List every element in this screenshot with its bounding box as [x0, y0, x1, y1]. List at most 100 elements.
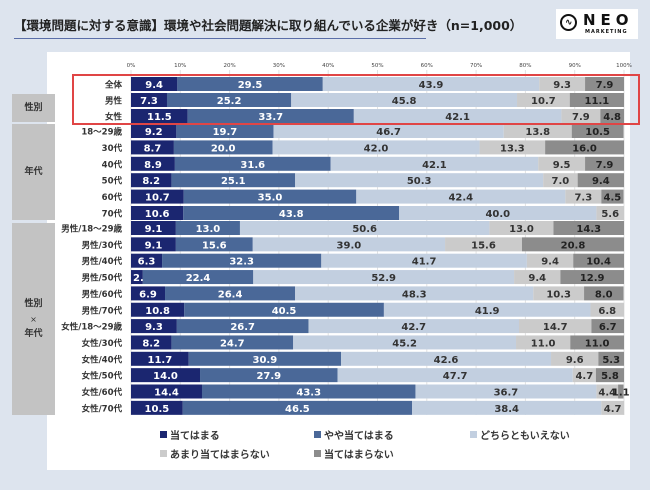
x-tick-label: 100%: [616, 63, 632, 69]
data-label: 9.4: [528, 273, 546, 284]
bar-segment: [517, 93, 570, 107]
category-label: 70代: [102, 209, 123, 220]
bar-segment: [131, 335, 172, 350]
bar-segment: [399, 206, 597, 220]
bar-segment: [445, 237, 522, 252]
category-label: 女性/18〜29歳: [61, 322, 122, 333]
data-label: 42.1: [422, 160, 447, 171]
data-label: 42.6: [434, 355, 459, 366]
data-label: 22.4: [186, 273, 211, 284]
category-label: 18〜29歳: [81, 127, 122, 138]
neo-marketing-logo: ∿ NEO MARKETING: [556, 9, 638, 39]
bar-segment: [596, 384, 619, 399]
bar-segment: [131, 124, 177, 138]
data-label: 12.9: [580, 273, 605, 284]
bar-segment: [526, 253, 574, 268]
bar-segment: [533, 286, 585, 301]
x-tick-label: 20%: [223, 63, 235, 69]
bar-segment: [295, 286, 534, 301]
bar-segment: [252, 237, 446, 252]
bar-segment: [131, 319, 177, 334]
bar-segment: [571, 124, 624, 138]
data-label: 43.8: [279, 209, 304, 220]
bar-segment: [131, 384, 202, 399]
data-label: 10.3: [546, 289, 571, 300]
data-label: 11.7: [147, 355, 172, 366]
bar-segment: [253, 270, 515, 285]
bar-segment: [166, 93, 292, 107]
data-label: 5.6: [601, 209, 619, 220]
data-label: 20.8: [561, 240, 586, 251]
data-label: 16.0: [572, 143, 597, 154]
bar-segment: [538, 156, 586, 171]
data-label: 42.7: [401, 322, 426, 333]
bar-segment: [173, 140, 273, 155]
bar-segment: [412, 400, 602, 415]
data-label: 36.7: [494, 388, 519, 399]
data-label: 10.8: [145, 306, 170, 317]
bar-segment: [545, 140, 624, 155]
legend-swatch-icon: [470, 431, 477, 438]
data-label: 8.2: [142, 338, 160, 349]
bar-segment: [503, 124, 572, 138]
bar-segment: [183, 206, 400, 220]
bar-segment: [577, 173, 624, 188]
group-label-gender-by-age: 性別 × 年代: [12, 223, 55, 415]
data-label: 6.8: [598, 306, 616, 317]
data-label: 9.3: [553, 80, 571, 91]
legend-swatch-icon: [314, 431, 321, 438]
bar-segment: [383, 302, 591, 317]
data-label: 30.9: [253, 355, 278, 366]
data-label: 46.5: [285, 404, 310, 415]
data-label: 25.1: [221, 176, 246, 187]
data-label: 31.6: [240, 160, 265, 171]
bar-segment: [175, 221, 240, 235]
bar-segment: [131, 400, 183, 415]
data-label: 33.7: [258, 112, 283, 123]
bar-segment: [162, 253, 322, 268]
data-label: 8.0: [595, 289, 613, 300]
data-label: 42.0: [364, 143, 389, 154]
bar-segment: [183, 189, 357, 204]
data-label: 7.9: [596, 160, 614, 171]
data-label: 1.1: [612, 388, 630, 399]
bar-segment: [308, 319, 519, 334]
data-label: 26.7: [230, 322, 255, 333]
x-tick-label: 90%: [569, 63, 581, 69]
category-label: 男性/70代: [82, 305, 123, 316]
data-label: 9.1: [145, 240, 163, 251]
data-label: 45.2: [392, 338, 417, 349]
bar-segment: [182, 400, 413, 415]
bar-segment: [514, 270, 561, 285]
bar-segment: [618, 384, 624, 399]
bar-segment: [585, 156, 624, 171]
category-label: 女性/70代: [82, 403, 123, 414]
bar-segment: [595, 368, 624, 383]
data-label: 38.4: [494, 404, 519, 415]
legend-label: どちらともいえない: [480, 431, 570, 442]
bar-segment: [584, 286, 624, 301]
bar-segment: [131, 189, 184, 204]
bar-segment: [489, 221, 554, 235]
bar-segment: [131, 206, 184, 220]
data-label: 14.7: [543, 322, 568, 333]
data-label: 29.5: [238, 80, 263, 91]
data-label: 4.4: [598, 388, 616, 399]
data-label: 4.8: [603, 112, 621, 123]
bar-segment: [553, 221, 624, 235]
data-label: 45.8: [392, 96, 417, 107]
logo-wave-icon: ∿: [560, 14, 577, 31]
legend-swatch-icon: [160, 431, 167, 438]
bar-segment: [590, 302, 624, 317]
group-label-line: ×: [30, 314, 37, 324]
data-label: 35.0: [258, 193, 283, 204]
data-label: 10.4: [586, 257, 611, 268]
bar-segment: [131, 351, 189, 366]
category-label: 男性/60代: [82, 289, 123, 300]
data-label: 47.7: [443, 371, 468, 382]
data-label: 32.3: [229, 257, 254, 268]
data-label: 27.9: [256, 371, 281, 382]
bar-segment: [415, 384, 597, 399]
bar-segment: [539, 77, 586, 91]
category-label: 男性/30代: [82, 240, 123, 251]
